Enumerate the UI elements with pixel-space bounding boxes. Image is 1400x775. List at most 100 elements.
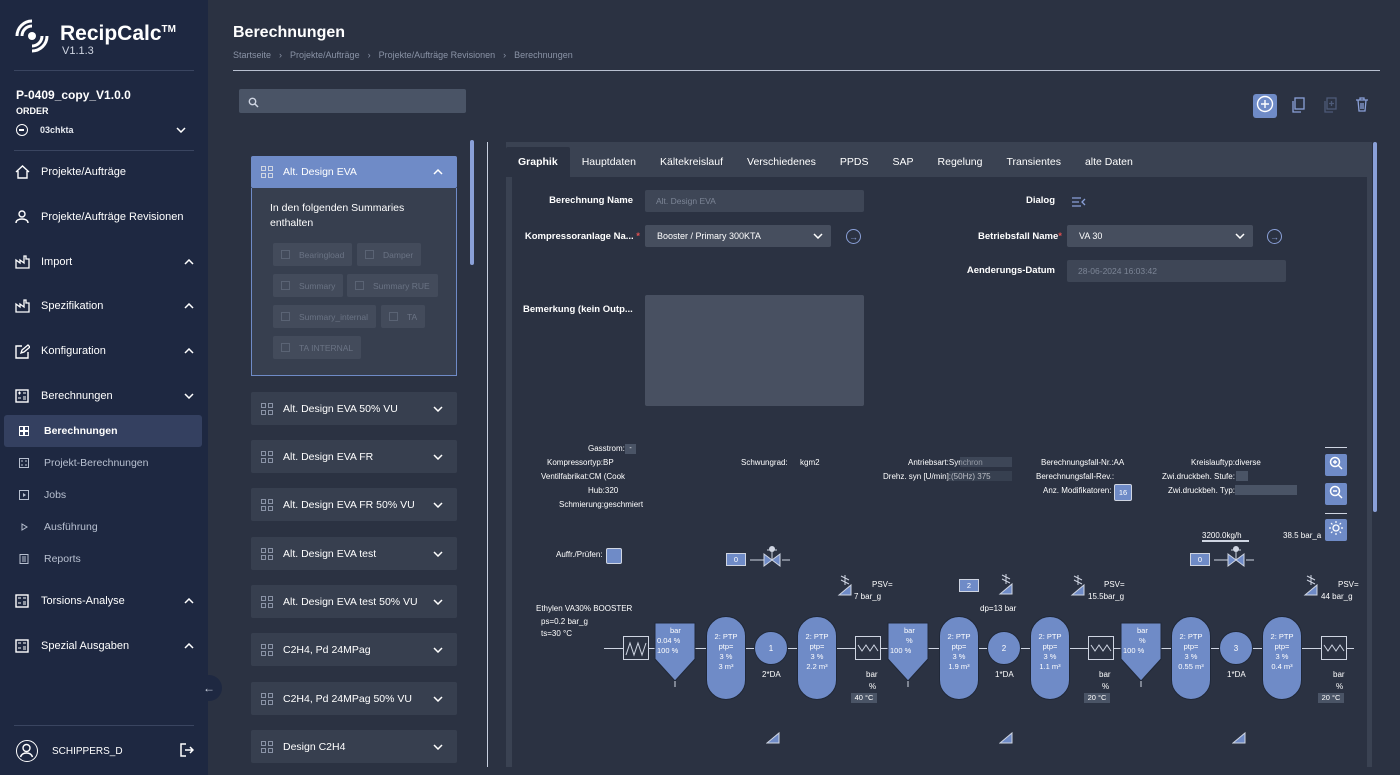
chevron-up-icon — [433, 166, 443, 178]
tab-verschiedenes[interactable]: Verschiedenes — [747, 156, 816, 168]
sub-execution[interactable]: Ausführung — [4, 511, 202, 543]
grid-icon — [365, 250, 374, 259]
nav-import[interactable]: Import — [14, 251, 194, 273]
calc-card[interactable]: Alt. Design EVA test — [251, 537, 457, 570]
anzmod-text: Anz. Modifikatoren: — [1043, 486, 1112, 495]
breadcrumb-item[interactable]: Startseite — [233, 50, 272, 60]
home-icon — [14, 164, 30, 180]
page-title: Berechnungen — [233, 24, 346, 41]
zoom-out-button[interactable] — [1325, 483, 1347, 505]
panel-scrollbar[interactable] — [1373, 142, 1377, 512]
project-type: ORDER — [16, 106, 49, 116]
anzmod-value[interactable]: 16 — [1114, 484, 1132, 501]
calc-card[interactable]: Alt. Design EVA 50% VU — [251, 392, 457, 425]
tab-regelung[interactable]: Regelung — [937, 156, 983, 168]
calc-card[interactable]: Alt. Design EVA FR — [251, 440, 457, 473]
breadcrumb-item[interactable]: Projekte/Aufträge — [290, 50, 360, 60]
avatar-icon[interactable] — [16, 740, 38, 762]
compressor-select[interactable]: Booster / Primary 300KTA — [645, 225, 831, 247]
project-selector[interactable]: 03chkta — [16, 122, 186, 138]
summary-chip[interactable]: Summary_internal — [273, 305, 376, 328]
summary-chip-label: Summary RUE — [373, 280, 430, 291]
nav-projects[interactable]: Projekte/Aufträge — [14, 161, 194, 183]
nav-config[interactable]: Konfiguration — [14, 340, 194, 362]
duplicate-add-button[interactable] — [1318, 95, 1342, 119]
calc-card-title: Alt. Design EVA FR — [283, 450, 374, 463]
vessel-volume: 0.4 m³ — [1271, 662, 1293, 671]
sub-reports[interactable]: Reports — [4, 543, 202, 575]
schmierung-text: Schmierung:geschmiert — [559, 500, 644, 509]
breadcrumb-item[interactable]: Projekte/Aufträge Revisionen — [378, 50, 496, 60]
antrieb-text: Antriebsart:Synchron — [908, 458, 983, 467]
summary-chip[interactable]: Summary RUE — [347, 274, 438, 297]
calc-card[interactable]: C2H4, Pd 24MPag 50% VU — [251, 682, 457, 715]
date-field[interactable]: 28-06-2024 16:03:42 — [1067, 260, 1286, 282]
summary-chip[interactable]: Summary — [273, 274, 344, 297]
navigate-arrow-icon[interactable]: → — [846, 229, 861, 244]
nav-spec[interactable]: Spezifikation — [14, 295, 194, 317]
nav-special[interactable]: Spezial Ausgaben — [14, 635, 194, 657]
summary-chip[interactable]: TA INTERNAL — [273, 336, 362, 359]
logout-icon[interactable] — [180, 742, 195, 760]
dp-label: dp=13 bar — [980, 604, 1017, 613]
nav-import-label: Import — [41, 256, 73, 268]
compressor-cylinder: 2 — [987, 631, 1021, 665]
nav-revisions[interactable]: Projekte/Aufträge Revisionen — [14, 206, 194, 228]
vessel-volume: 0.55 m³ — [1178, 662, 1204, 671]
calc-card[interactable]: C2H4, Pd 24MPag — [251, 633, 457, 666]
vessel-volume: 3 m³ — [718, 662, 734, 671]
grid-icon — [281, 250, 290, 259]
sep-level: % — [906, 636, 913, 645]
calc-card[interactable]: Alt. Design EVA — [251, 156, 457, 188]
copy-button[interactable] — [1286, 95, 1310, 119]
sub-calc[interactable]: Berechnungen — [4, 415, 202, 447]
sep-percent: 100 % — [1123, 646, 1145, 655]
vessel-ptp: ptp= — [951, 642, 967, 651]
nav-special-label: Spezial Ausgaben — [41, 640, 130, 652]
nav-calc[interactable]: Berechnungen — [14, 385, 194, 407]
tab-hauptdaten[interactable]: Hauptdaten — [581, 156, 636, 168]
auffr-checkbox[interactable] — [606, 548, 622, 564]
zoom-in-button[interactable] — [1325, 454, 1347, 476]
case-select[interactable]: VA 30 — [1067, 225, 1253, 247]
sub-jobs[interactable]: Jobs — [4, 479, 202, 511]
sub-project-calc[interactable]: Projekt-Berechnungen — [4, 447, 202, 479]
tab-alte-daten[interactable]: alte Daten — [1084, 156, 1133, 168]
summary-chip[interactable]: Damper — [357, 243, 422, 266]
chevron-up-icon — [184, 301, 194, 311]
tab-sap[interactable]: SAP — [892, 156, 914, 168]
grid-icon — [281, 343, 290, 352]
nav-torsion[interactable]: Torsions-Analyse — [14, 590, 194, 612]
tab-graphik[interactable]: Graphik — [506, 147, 570, 177]
summary-chip[interactable]: Bearingload — [273, 243, 353, 266]
search-input[interactable] — [239, 89, 466, 113]
brightness-button[interactable] — [1325, 519, 1347, 541]
sub-reports-label: Reports — [44, 553, 81, 565]
chevron-up-icon — [184, 257, 194, 267]
calc-card[interactable]: Alt. Design EVA FR 50% VU — [251, 488, 457, 521]
summary-chip-label: Summary_internal — [299, 311, 368, 322]
summary-chip[interactable]: TA — [381, 305, 426, 328]
user-icon — [14, 209, 30, 225]
psv-icon — [837, 573, 853, 602]
sep-bar: bar — [670, 626, 681, 635]
navigate-arrow-icon[interactable]: → — [1267, 229, 1282, 244]
tab-ppds[interactable]: PPDS — [839, 156, 869, 168]
add-button[interactable] — [1253, 94, 1277, 118]
tab-transientes[interactable]: Transientes — [1006, 156, 1061, 168]
dialog-menu-icon[interactable] — [1071, 195, 1086, 213]
calc-card[interactable]: Alt. Design EVA test 50% VU — [251, 585, 457, 618]
collapse-sidebar-button[interactable]: ← — [196, 675, 222, 701]
calc-card[interactable]: Design C2H4 — [251, 730, 457, 763]
vessel-ptp: ptp= — [1042, 642, 1058, 651]
document-icon — [18, 553, 30, 565]
calc-card-title: C2H4, Pd 24MPag — [283, 643, 371, 656]
calculator-icon — [14, 593, 30, 609]
calc-card-title: Alt. Design EVA 50% VU — [283, 402, 398, 415]
sub-project-calc-label: Projekt-Berechnungen — [44, 457, 149, 469]
tab-kaeltekreislauf[interactable]: Kältekreislauf — [659, 156, 724, 168]
remark-textarea[interactable] — [645, 295, 864, 406]
delete-button[interactable] — [1350, 95, 1374, 119]
name-field[interactable]: Alt. Design EVA — [645, 190, 864, 212]
list-scrollbar[interactable] — [470, 140, 474, 265]
